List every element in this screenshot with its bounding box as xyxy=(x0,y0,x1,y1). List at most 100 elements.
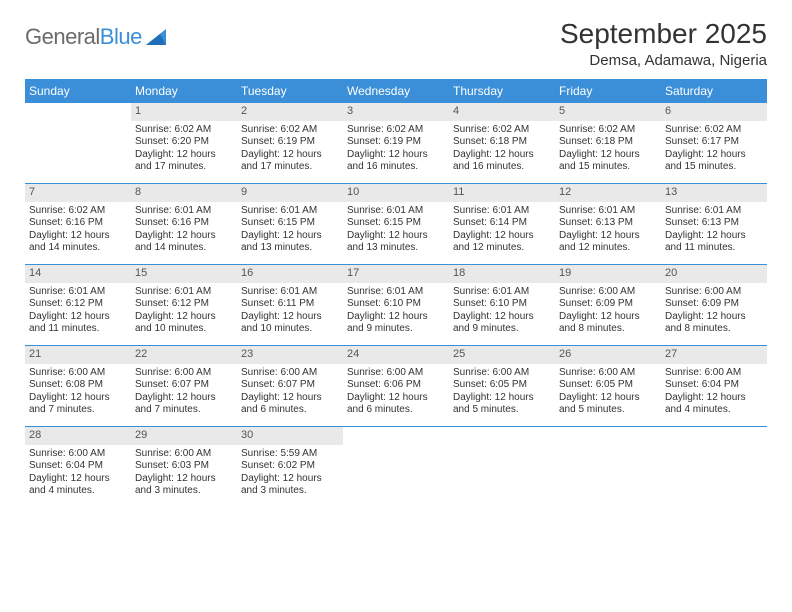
sunrise-text: Sunrise: 6:01 AM xyxy=(347,205,445,218)
sunset-text: Sunset: 6:19 PM xyxy=(241,136,339,149)
brand-part2: Blue xyxy=(100,24,142,50)
day-number xyxy=(661,427,767,431)
daylight-text: and 10 minutes. xyxy=(135,323,233,336)
day-details: Sunrise: 6:00 AMSunset: 6:04 PMDaylight:… xyxy=(25,445,131,504)
day-cell xyxy=(449,427,555,507)
daylight-text: and 15 minutes. xyxy=(559,161,657,174)
day-details: Sunrise: 6:00 AMSunset: 6:09 PMDaylight:… xyxy=(661,283,767,342)
daylight-text: and 3 minutes. xyxy=(241,485,339,498)
day-number: 9 xyxy=(237,184,343,202)
day-details: Sunrise: 6:00 AMSunset: 6:04 PMDaylight:… xyxy=(661,364,767,423)
sunrise-text: Sunrise: 6:00 AM xyxy=(135,448,233,461)
day-cell: 12Sunrise: 6:01 AMSunset: 6:13 PMDayligh… xyxy=(555,184,661,264)
day-number xyxy=(25,103,131,107)
day-number: 8 xyxy=(131,184,237,202)
daylight-text: and 4 minutes. xyxy=(665,404,763,417)
title-block: September 2025 Demsa, Adamawa, Nigeria xyxy=(560,18,767,75)
daylight-text: and 12 minutes. xyxy=(453,242,551,255)
day-cell: 13Sunrise: 6:01 AMSunset: 6:13 PMDayligh… xyxy=(661,184,767,264)
day-cell: 15Sunrise: 6:01 AMSunset: 6:12 PMDayligh… xyxy=(131,265,237,345)
page-header: GeneralBlue September 2025 Demsa, Adamaw… xyxy=(25,18,767,75)
day-details: Sunrise: 6:02 AMSunset: 6:19 PMDaylight:… xyxy=(343,121,449,180)
day-cell: 9Sunrise: 6:01 AMSunset: 6:15 PMDaylight… xyxy=(237,184,343,264)
sunset-text: Sunset: 6:16 PM xyxy=(29,217,127,230)
day-details: Sunrise: 6:00 AMSunset: 6:07 PMDaylight:… xyxy=(237,364,343,423)
daylight-text: Daylight: 12 hours xyxy=(29,311,127,324)
day-details: Sunrise: 6:02 AMSunset: 6:17 PMDaylight:… xyxy=(661,121,767,180)
day-cell xyxy=(555,427,661,507)
daylight-text: and 13 minutes. xyxy=(347,242,445,255)
day-cell: 3Sunrise: 6:02 AMSunset: 6:19 PMDaylight… xyxy=(343,103,449,183)
day-cell xyxy=(661,427,767,507)
sunset-text: Sunset: 6:12 PM xyxy=(135,298,233,311)
day-cell: 14Sunrise: 6:01 AMSunset: 6:12 PMDayligh… xyxy=(25,265,131,345)
sunset-text: Sunset: 6:09 PM xyxy=(559,298,657,311)
sunset-text: Sunset: 6:13 PM xyxy=(665,217,763,230)
daylight-text: Daylight: 12 hours xyxy=(453,149,551,162)
day-cell: 16Sunrise: 6:01 AMSunset: 6:11 PMDayligh… xyxy=(237,265,343,345)
daylight-text: and 7 minutes. xyxy=(29,404,127,417)
day-cell: 18Sunrise: 6:01 AMSunset: 6:10 PMDayligh… xyxy=(449,265,555,345)
sunrise-text: Sunrise: 5:59 AM xyxy=(241,448,339,461)
sunset-text: Sunset: 6:09 PM xyxy=(665,298,763,311)
daylight-text: Daylight: 12 hours xyxy=(135,392,233,405)
day-cell: 8Sunrise: 6:01 AMSunset: 6:16 PMDaylight… xyxy=(131,184,237,264)
daylight-text: Daylight: 12 hours xyxy=(241,473,339,486)
day-number: 1 xyxy=(131,103,237,121)
daylight-text: and 13 minutes. xyxy=(241,242,339,255)
day-cell: 19Sunrise: 6:00 AMSunset: 6:09 PMDayligh… xyxy=(555,265,661,345)
sunrise-text: Sunrise: 6:00 AM xyxy=(29,367,127,380)
daylight-text: Daylight: 12 hours xyxy=(241,149,339,162)
day-details: Sunrise: 6:01 AMSunset: 6:15 PMDaylight:… xyxy=(343,202,449,261)
sunset-text: Sunset: 6:18 PM xyxy=(559,136,657,149)
sunrise-text: Sunrise: 6:02 AM xyxy=(453,124,551,137)
daylight-text: and 11 minutes. xyxy=(665,242,763,255)
day-number: 27 xyxy=(661,346,767,364)
day-details: Sunrise: 6:00 AMSunset: 6:09 PMDaylight:… xyxy=(555,283,661,342)
day-details: Sunrise: 6:01 AMSunset: 6:12 PMDaylight:… xyxy=(25,283,131,342)
day-cell: 28Sunrise: 6:00 AMSunset: 6:04 PMDayligh… xyxy=(25,427,131,507)
sunset-text: Sunset: 6:15 PM xyxy=(347,217,445,230)
daylight-text: Daylight: 12 hours xyxy=(665,311,763,324)
sunrise-text: Sunrise: 6:00 AM xyxy=(241,367,339,380)
sunrise-text: Sunrise: 6:01 AM xyxy=(241,205,339,218)
sunset-text: Sunset: 6:06 PM xyxy=(347,379,445,392)
day-number: 4 xyxy=(449,103,555,121)
daylight-text: and 7 minutes. xyxy=(135,404,233,417)
daylight-text: and 6 minutes. xyxy=(241,404,339,417)
day-number: 2 xyxy=(237,103,343,121)
daylight-text: and 11 minutes. xyxy=(29,323,127,336)
sunrise-text: Sunrise: 6:02 AM xyxy=(241,124,339,137)
daylight-text: Daylight: 12 hours xyxy=(135,473,233,486)
day-number: 21 xyxy=(25,346,131,364)
week-row: 21Sunrise: 6:00 AMSunset: 6:08 PMDayligh… xyxy=(25,346,767,427)
day-cell: 5Sunrise: 6:02 AMSunset: 6:18 PMDaylight… xyxy=(555,103,661,183)
daylight-text: Daylight: 12 hours xyxy=(665,149,763,162)
daylight-text: Daylight: 12 hours xyxy=(559,230,657,243)
daylight-text: and 16 minutes. xyxy=(453,161,551,174)
weekday-header-row: Sunday Monday Tuesday Wednesday Thursday… xyxy=(25,79,767,103)
daylight-text: Daylight: 12 hours xyxy=(347,230,445,243)
day-cell: 7Sunrise: 6:02 AMSunset: 6:16 PMDaylight… xyxy=(25,184,131,264)
day-number: 26 xyxy=(555,346,661,364)
daylight-text: and 9 minutes. xyxy=(347,323,445,336)
day-number: 7 xyxy=(25,184,131,202)
daylight-text: Daylight: 12 hours xyxy=(29,230,127,243)
day-number: 23 xyxy=(237,346,343,364)
sunset-text: Sunset: 6:10 PM xyxy=(347,298,445,311)
daylight-text: and 5 minutes. xyxy=(559,404,657,417)
day-details: Sunrise: 6:02 AMSunset: 6:19 PMDaylight:… xyxy=(237,121,343,180)
day-details: Sunrise: 6:00 AMSunset: 6:06 PMDaylight:… xyxy=(343,364,449,423)
daylight-text: and 8 minutes. xyxy=(665,323,763,336)
daylight-text: and 15 minutes. xyxy=(665,161,763,174)
daylight-text: and 8 minutes. xyxy=(559,323,657,336)
weekday-header: Sunday xyxy=(25,79,131,103)
day-number: 5 xyxy=(555,103,661,121)
day-number xyxy=(449,427,555,431)
day-cell: 26Sunrise: 6:00 AMSunset: 6:05 PMDayligh… xyxy=(555,346,661,426)
daylight-text: Daylight: 12 hours xyxy=(29,473,127,486)
daylight-text: and 14 minutes. xyxy=(135,242,233,255)
sunrise-text: Sunrise: 6:00 AM xyxy=(665,286,763,299)
day-details: Sunrise: 6:02 AMSunset: 6:18 PMDaylight:… xyxy=(449,121,555,180)
sunrise-text: Sunrise: 6:01 AM xyxy=(29,286,127,299)
